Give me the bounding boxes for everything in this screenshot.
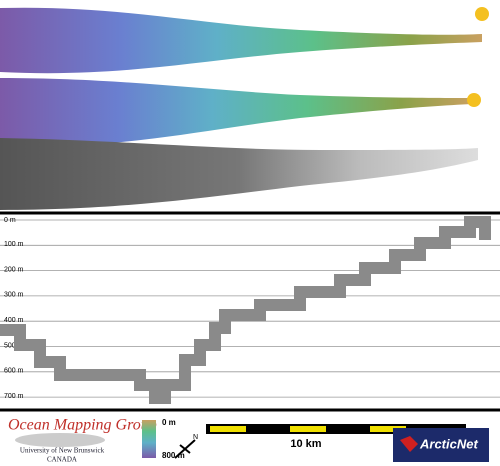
- bathymetry-swath: [0, 7, 482, 74]
- depth-profile: [0, 216, 491, 404]
- depth-label: 700 m: [4, 393, 24, 400]
- marker-icon: [475, 7, 489, 21]
- scale-bar-segment: [370, 426, 406, 432]
- depth-label: 0 m: [4, 217, 16, 224]
- scale-bar-segment: [210, 426, 246, 432]
- scale-bar-segment: [290, 426, 326, 432]
- depth-label: 400 m: [4, 317, 24, 324]
- logo-title: Ocean Mapping Group: [8, 417, 157, 434]
- logo-graphic: [15, 433, 105, 447]
- country: CANADA: [47, 456, 77, 464]
- profile-grid: 0 m 100 m 200 m 300 m 400 m 500 m 600 m 700 m: [0, 217, 500, 400]
- partner-logo-leaf: [400, 436, 418, 452]
- compass-label: N: [193, 434, 198, 441]
- scale-label: 10 km: [290, 438, 321, 450]
- scale-bar: [206, 424, 466, 434]
- depth-label: 300 m: [4, 292, 24, 299]
- university: University of New Brunswick: [20, 447, 105, 455]
- partner-name: ArcticNet: [419, 436, 478, 451]
- compass: [174, 439, 196, 459]
- colorbar: [142, 420, 156, 458]
- colorbar-bottom-label: 800 m: [162, 451, 185, 460]
- colorbar-top-label: 0 m: [162, 418, 176, 427]
- bathymetry-swath: [0, 78, 472, 147]
- depth-label: 200 m: [4, 266, 24, 273]
- depth-label: 500 m: [4, 342, 24, 349]
- depth-label: 600 m: [4, 368, 24, 375]
- depth-label: 100 m: [4, 241, 24, 248]
- backscatter-swath: [0, 138, 478, 210]
- marker-icon: [467, 93, 481, 107]
